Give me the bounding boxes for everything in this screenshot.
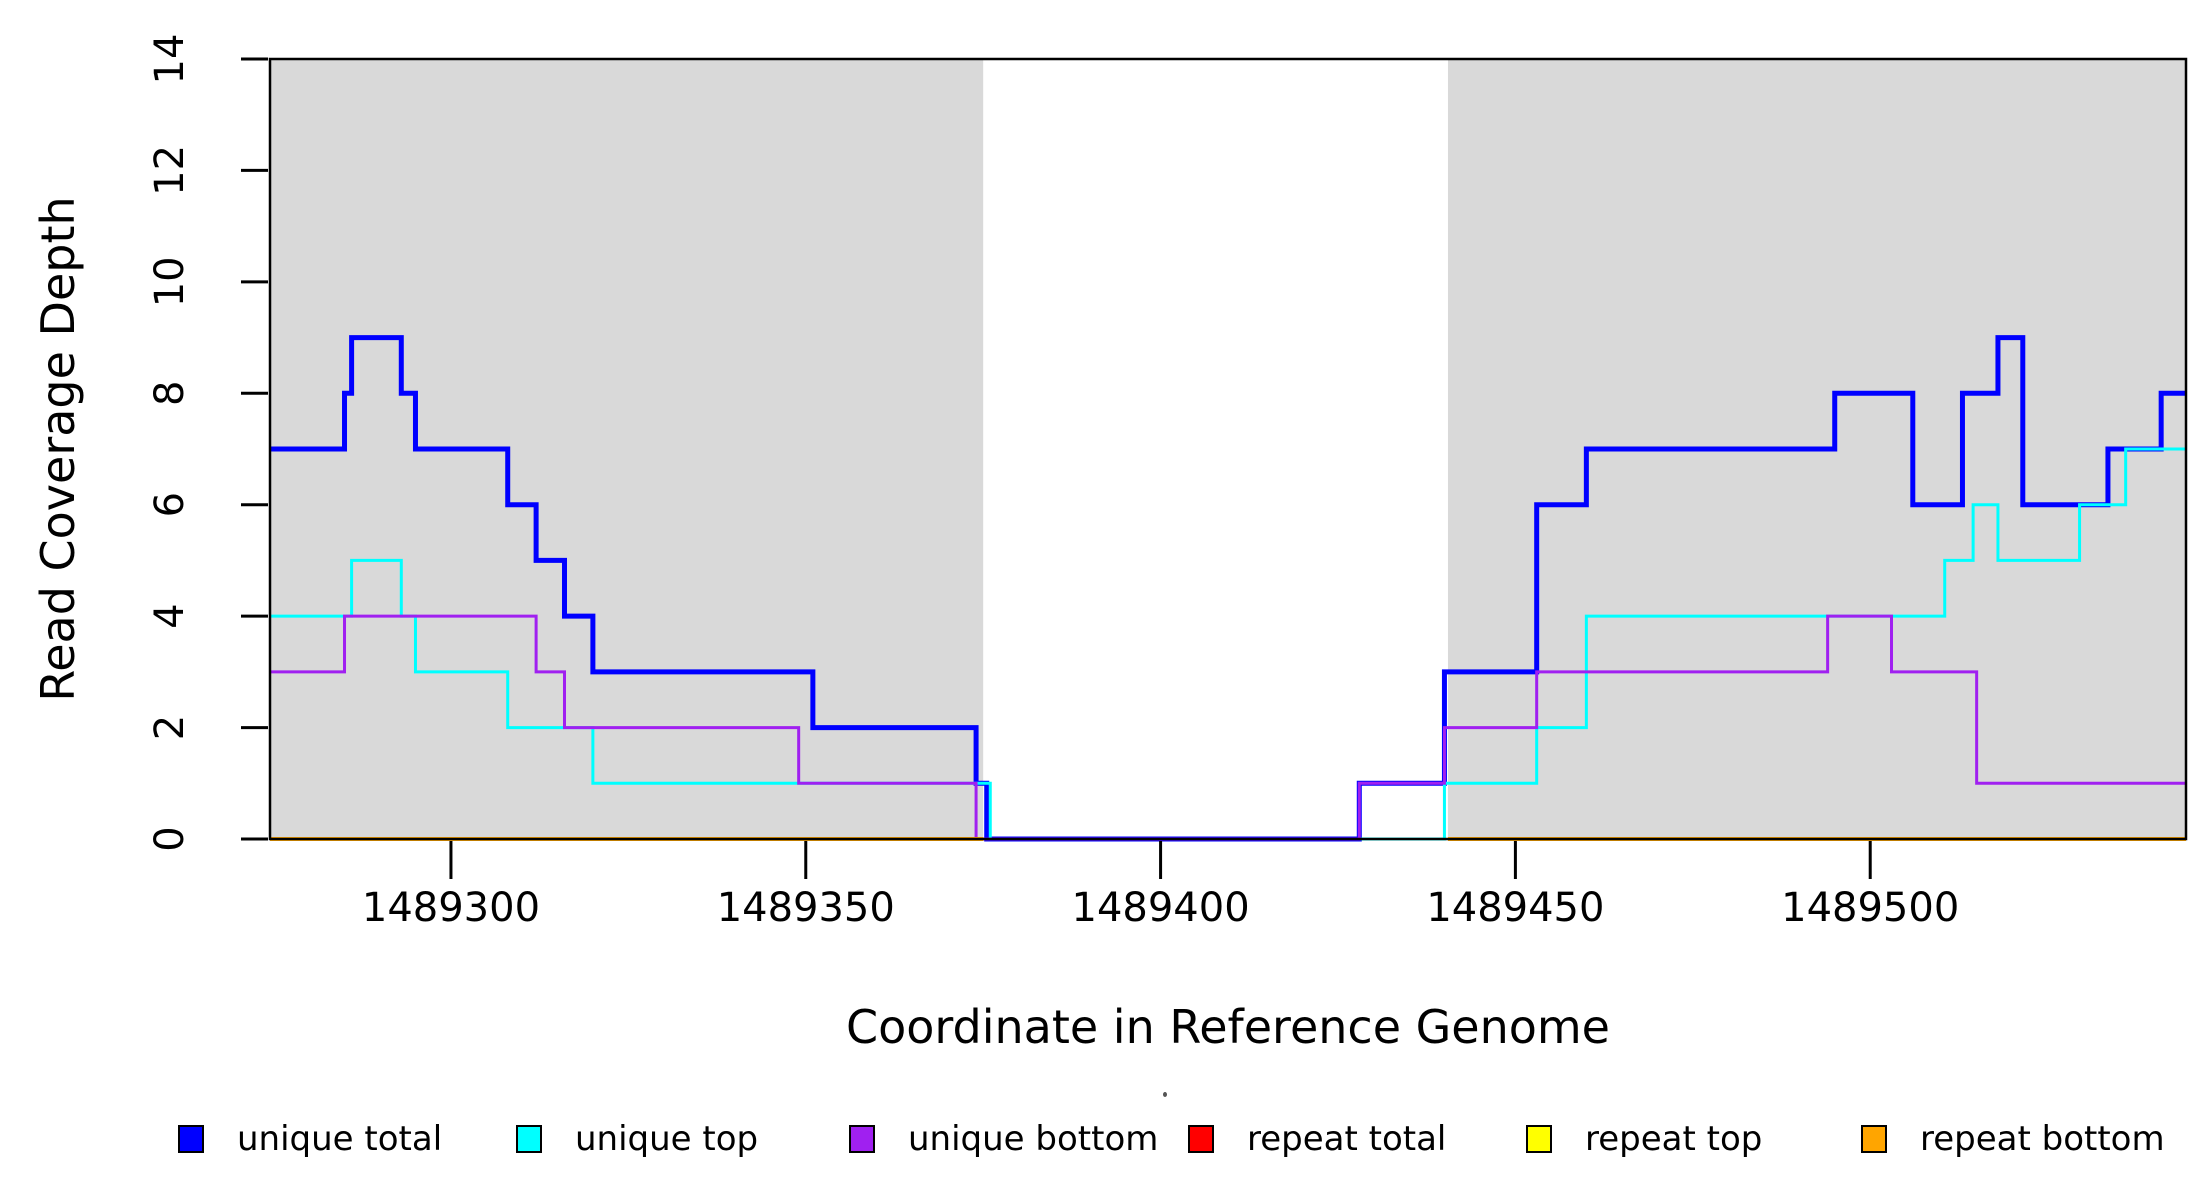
x-axis-title: Coordinate in Reference Genome	[846, 1000, 1610, 1054]
legend-label-repeat-bottom: repeat bottom	[1920, 1119, 2165, 1159]
y-tick-label: 6	[147, 492, 193, 517]
stray-dot-artifact	[1163, 1092, 1167, 1097]
x-tick-label: 1489350	[717, 885, 895, 931]
legend-swatch-unique-top	[516, 1125, 542, 1153]
legend-label-repeat-top: repeat top	[1585, 1119, 1763, 1159]
x-tick-label: 1489500	[1781, 885, 1959, 931]
legend-item-repeat-bottom: repeat bottom	[1861, 1119, 2165, 1159]
legend-item-unique-total: unique total	[178, 1119, 442, 1159]
x-tick-label: 1489450	[1426, 885, 1604, 931]
legend-item-repeat-total: repeat total	[1188, 1119, 1446, 1159]
legend-swatch-repeat-total	[1188, 1125, 1214, 1153]
y-axis-title: Read Coverage Depth	[31, 196, 85, 702]
legend-swatch-repeat-top	[1526, 1125, 1552, 1153]
legend-label-repeat-total: repeat total	[1247, 1119, 1447, 1159]
legend-label-unique-top: unique top	[575, 1119, 759, 1159]
plot-box	[268, 57, 2188, 841]
y-tick-label: 2	[147, 715, 193, 740]
shaded-region-0	[270, 59, 984, 839]
legend-label-unique-bottom: unique bottom	[908, 1119, 1159, 1159]
legend-swatch-unique-bottom	[849, 1125, 875, 1153]
y-tick-label: 14	[147, 34, 193, 85]
legend-item-unique-top: unique top	[516, 1119, 758, 1159]
y-tick-label: 0	[147, 826, 193, 851]
legend-swatch-unique-total	[178, 1125, 204, 1153]
legend-label-unique-total: unique total	[237, 1119, 443, 1159]
x-tick-label: 1489400	[1072, 885, 1250, 931]
y-tick-label: 12	[147, 145, 193, 196]
series-line-unique-bottom	[270, 614, 2186, 841]
legend-item-unique-bottom: unique bottom	[849, 1119, 1158, 1159]
legend-swatch-repeat-bottom	[1861, 1125, 1887, 1153]
y-tick-label: 4	[147, 603, 193, 628]
legend-item-repeat-top: repeat top	[1526, 1119, 1762, 1159]
y-tick-label: 8	[147, 381, 193, 406]
y-tick-label: 10	[147, 256, 193, 307]
x-tick-label: 1489300	[362, 885, 540, 931]
